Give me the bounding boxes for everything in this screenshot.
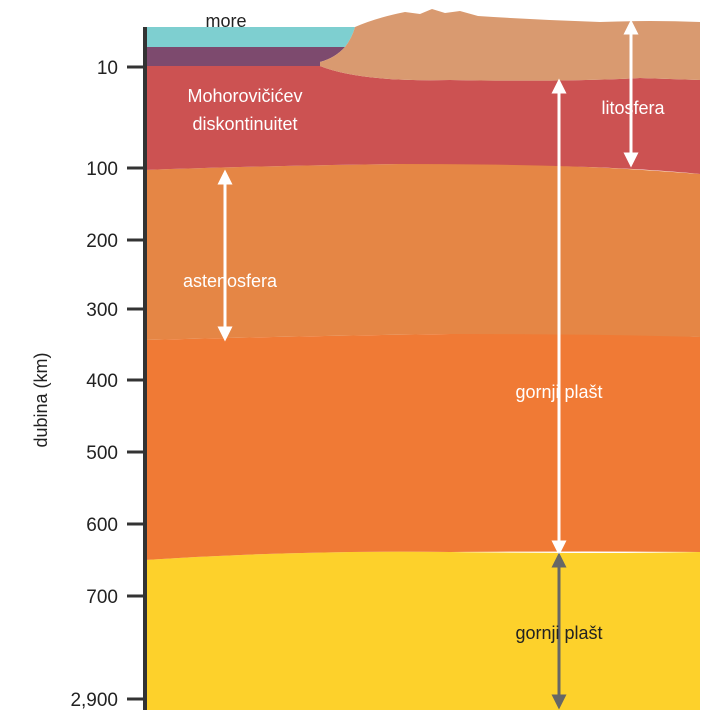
axis-tick-labels: 10 100 200 300 400 500 600 700 2,900: [70, 58, 118, 711]
upper-mantle-label: gornji plašt: [515, 382, 602, 402]
axis-ticks: [127, 65, 145, 701]
upper-mantle-layer: [145, 333, 700, 560]
moho-label-line1: Mohorovičićev: [187, 86, 302, 106]
lower-region-label: gornji plašt: [515, 623, 602, 643]
tick-label-2900: 2,900: [70, 690, 118, 711]
moho-label-line2: diskontinuitet: [192, 114, 297, 134]
tick-label-700: 700: [86, 587, 118, 608]
asthenosphere-layer: [145, 163, 700, 340]
sea-layer: [145, 27, 355, 47]
tick-label-300: 300: [86, 300, 118, 321]
tick-label-200: 200: [86, 231, 118, 252]
continental-crust: [320, 9, 700, 81]
sea-label: more: [205, 11, 246, 31]
oceanic-crust-layer: [145, 47, 345, 66]
axis-title: dubina (km): [31, 352, 51, 447]
tick-label-500: 500: [86, 443, 118, 464]
tick-label-400: 400: [86, 371, 118, 392]
transition-zone-layer: [145, 551, 700, 710]
lithosphere-label: litosfera: [601, 98, 665, 118]
tick-label-10: 10: [97, 58, 118, 79]
asthenosphere-label: astenosfera: [183, 271, 278, 291]
tick-label-100: 100: [86, 159, 118, 180]
tick-label-600: 600: [86, 515, 118, 536]
